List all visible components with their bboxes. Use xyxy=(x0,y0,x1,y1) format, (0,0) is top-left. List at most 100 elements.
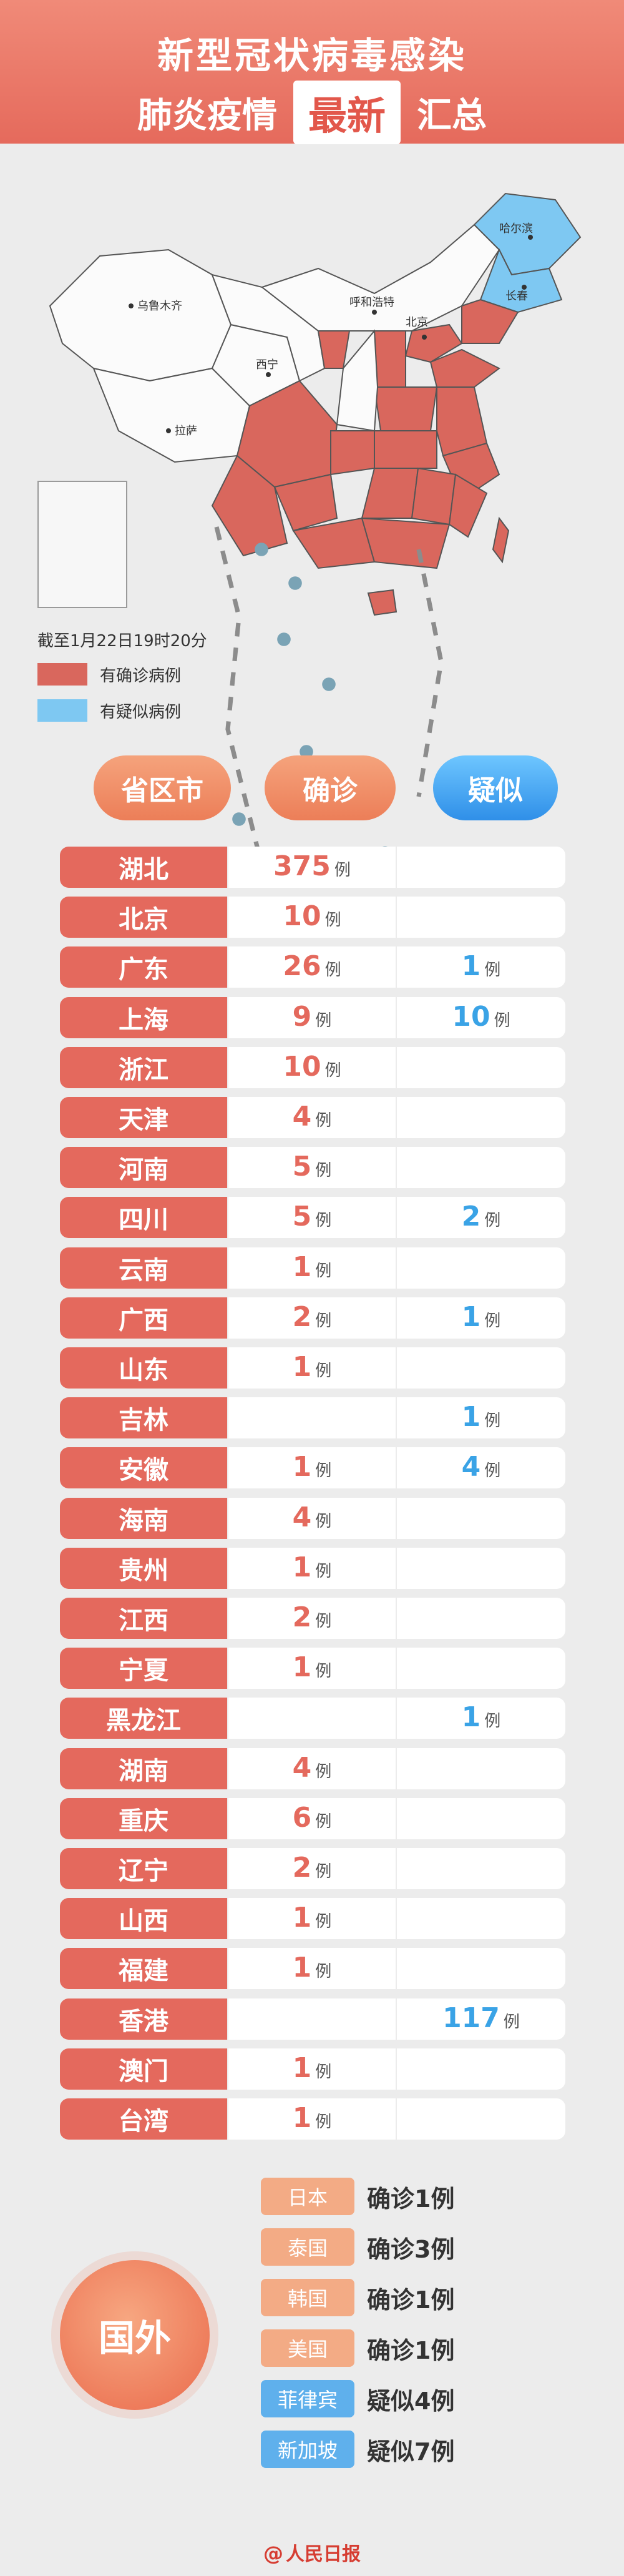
date-note: 截至1月22日19时20分 xyxy=(37,632,207,651)
country-status: 确诊3例 xyxy=(367,2235,455,2263)
map-region-guizhou xyxy=(273,473,338,532)
suspected-count: 117 xyxy=(442,2002,500,2034)
province-name: 广东 xyxy=(60,946,227,988)
province-name: 澳门 xyxy=(60,2048,227,2090)
table-row: 重庆 6 例 xyxy=(60,1797,565,1839)
confirmed-count: 1 xyxy=(292,1902,312,1934)
country-status: 确诊1例 xyxy=(367,2336,455,2364)
confirmed-cell: 10 例 xyxy=(228,1046,396,1088)
table-row: 香港 117 例 xyxy=(60,1998,565,2040)
province-name: 江西 xyxy=(60,1598,227,1639)
province-name: 贵州 xyxy=(60,1547,227,1589)
confirmed-unit: 例 xyxy=(315,2062,332,2082)
confirmed-count: 5 xyxy=(292,1151,312,1183)
legend-swatch-confirmed xyxy=(37,663,87,686)
suspected-count: 1 xyxy=(461,1701,481,1734)
map-region-beijing-tianjin xyxy=(404,323,463,363)
province-name: 上海 xyxy=(60,996,227,1038)
suspected-cell xyxy=(397,1247,565,1289)
confirmed-unit: 例 xyxy=(315,1862,332,1881)
confirmed-unit: 例 xyxy=(315,1612,332,1631)
confirmed-count: 1 xyxy=(292,2102,312,2134)
suspected-unit: 例 xyxy=(484,1211,501,1231)
legend-suspected: 有疑似病例 xyxy=(37,698,181,723)
confirmed-cell: 10 例 xyxy=(228,897,396,938)
suspected-count: 2 xyxy=(461,1201,481,1233)
country-status: 疑似7例 xyxy=(367,2437,455,2465)
suspected-count: 1 xyxy=(461,950,481,983)
abroad-item: 新加坡 疑似7例 xyxy=(261,2429,454,2469)
country-tag: 日本 xyxy=(261,2178,354,2215)
column-header-province: 省区市 xyxy=(94,755,231,820)
map-region-shandong xyxy=(429,348,500,388)
table-row: 山西 1 例 xyxy=(60,1898,565,1940)
map-region-hubei xyxy=(374,430,437,469)
label-lasa: 拉萨 xyxy=(175,425,197,438)
confirmed-cell xyxy=(228,1397,396,1439)
country-tag: 菲律宾 xyxy=(261,2380,354,2417)
province-name: 福建 xyxy=(60,1948,227,1990)
map-region-guangdong xyxy=(361,517,451,569)
confirmed-count: 4 xyxy=(292,1751,312,1784)
header-banner: 新型冠状病毒感染 肺炎疫情 最新 汇总 xyxy=(0,0,624,144)
suspected-count: 10 xyxy=(452,1000,490,1033)
suspected-cell xyxy=(397,1797,565,1839)
map-region-ningxia xyxy=(317,330,351,369)
confirmed-unit: 例 xyxy=(315,1912,332,1932)
confirmed-unit: 例 xyxy=(334,861,351,880)
confirmed-count: 1 xyxy=(292,1451,312,1483)
province-name: 宁夏 xyxy=(60,1648,227,1689)
map-region-shaanxi xyxy=(336,329,379,432)
confirmed-unit: 例 xyxy=(315,1762,332,1781)
table-row: 天津 4 例 xyxy=(60,1097,565,1138)
table-row: 浙江 10 例 xyxy=(60,1046,565,1088)
confirmed-count: 2 xyxy=(292,1300,312,1333)
table-row: 澳门 1 例 xyxy=(60,2048,565,2090)
confirmed-count: 1 xyxy=(292,1351,312,1383)
confirmed-count: 9 xyxy=(292,1000,312,1033)
province-name: 吉林 xyxy=(60,1397,227,1439)
abroad-item: 泰国 确诊3例 xyxy=(261,2227,454,2267)
confirmed-count: 1 xyxy=(292,1251,312,1283)
table-row: 河南 5 例 xyxy=(60,1147,565,1189)
abroad-circle: 国外 xyxy=(60,2260,210,2410)
province-name: 湖南 xyxy=(60,1748,227,1789)
country-status: 确诊1例 xyxy=(367,2185,455,2213)
confirmed-cell xyxy=(228,1698,396,1739)
confirmed-count: 10 xyxy=(283,1050,321,1083)
label-xining: 西宁 xyxy=(256,358,278,371)
confirmed-unit: 例 xyxy=(315,1311,332,1330)
suspected-count: 4 xyxy=(461,1451,481,1483)
confirmed-count: 26 xyxy=(283,950,321,983)
map-region-henan xyxy=(373,386,438,431)
province-name: 北京 xyxy=(60,897,227,938)
logo-text: 人民日报 xyxy=(286,2544,361,2565)
country-tag: 新加坡 xyxy=(261,2431,354,2468)
suspected-cell: 10 例 xyxy=(397,996,565,1038)
suspected-cell xyxy=(397,1948,565,1990)
confirmed-unit: 例 xyxy=(315,1462,332,1481)
table-row: 辽宁 2 例 xyxy=(60,1848,565,1889)
title-right: 汇总 xyxy=(417,95,487,136)
suspected-cell: 117 例 xyxy=(397,1998,565,2040)
table-row: 山东 1 例 xyxy=(60,1347,565,1389)
confirmed-unit: 例 xyxy=(315,1211,332,1231)
confirmed-unit: 例 xyxy=(315,1812,332,1831)
confirmed-cell xyxy=(228,1998,396,2040)
abroad-item: 菲律宾 疑似4例 xyxy=(261,2379,454,2419)
suspected-cell xyxy=(397,1046,565,1088)
table-row: 宁夏 1 例 xyxy=(60,1648,565,1689)
map-region-shanxi xyxy=(373,330,406,388)
map-region-liaoning xyxy=(461,298,519,344)
suspected-count: 1 xyxy=(461,1401,481,1433)
country-tag: 泰国 xyxy=(261,2228,354,2266)
